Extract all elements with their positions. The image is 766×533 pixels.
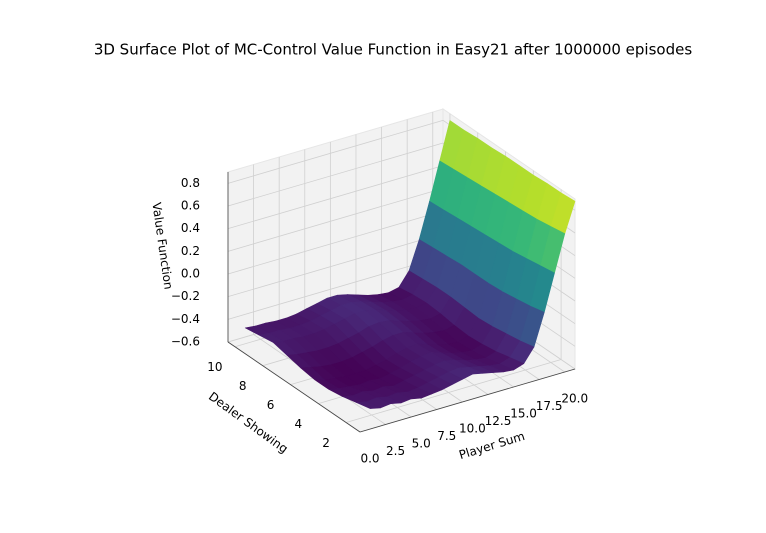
x-tick-label: 10.0 [459,422,486,436]
z-tick-label: −0.6 [171,335,200,349]
grid-line [227,142,444,207]
x-tick-label: 2.5 [386,444,405,458]
grid-line [227,165,444,230]
grid-line [345,359,562,423]
y-tick-label: 8 [239,379,247,393]
z-tick-label: 0.2 [181,244,200,258]
grid-line [227,255,444,320]
x-tick-label: 12.5 [485,414,512,428]
z-tick-label: 0.8 [181,176,200,190]
z-tick-label: −0.2 [171,289,200,303]
grid-line [227,119,444,184]
axis-line [227,341,361,433]
x-tick-label: 17.5 [536,399,563,413]
grid-line [227,233,444,298]
surface [244,120,576,409]
z-tick-label: 0.6 [181,199,200,213]
z-tick-label: 0.0 [181,267,200,281]
z-tick-label: −0.4 [171,312,200,326]
x-tick-label: 7.5 [437,429,456,443]
y-tick-label: 6 [267,398,275,412]
x-tick-label: 0.0 [360,452,379,466]
y-axis-label: Dealer Showing [206,389,291,456]
z-tick-label: 0.4 [181,221,200,235]
axis-line [359,368,576,433]
y-tick-label: 2 [322,436,330,450]
x-tick-label: 20.0 [561,392,588,406]
x-tick-label: 15.0 [510,407,537,421]
grid-line [227,187,444,252]
surface-face [355,401,381,409]
z-axis-label: Value Function [149,201,175,290]
grid-line [227,210,444,275]
chart-title: 3D Surface Plot of MC-Control Value Func… [94,41,693,59]
y-tick-label: 4 [294,417,302,431]
x-tick-label: 5.0 [412,437,431,451]
y-tick-label: 10 [207,360,222,374]
